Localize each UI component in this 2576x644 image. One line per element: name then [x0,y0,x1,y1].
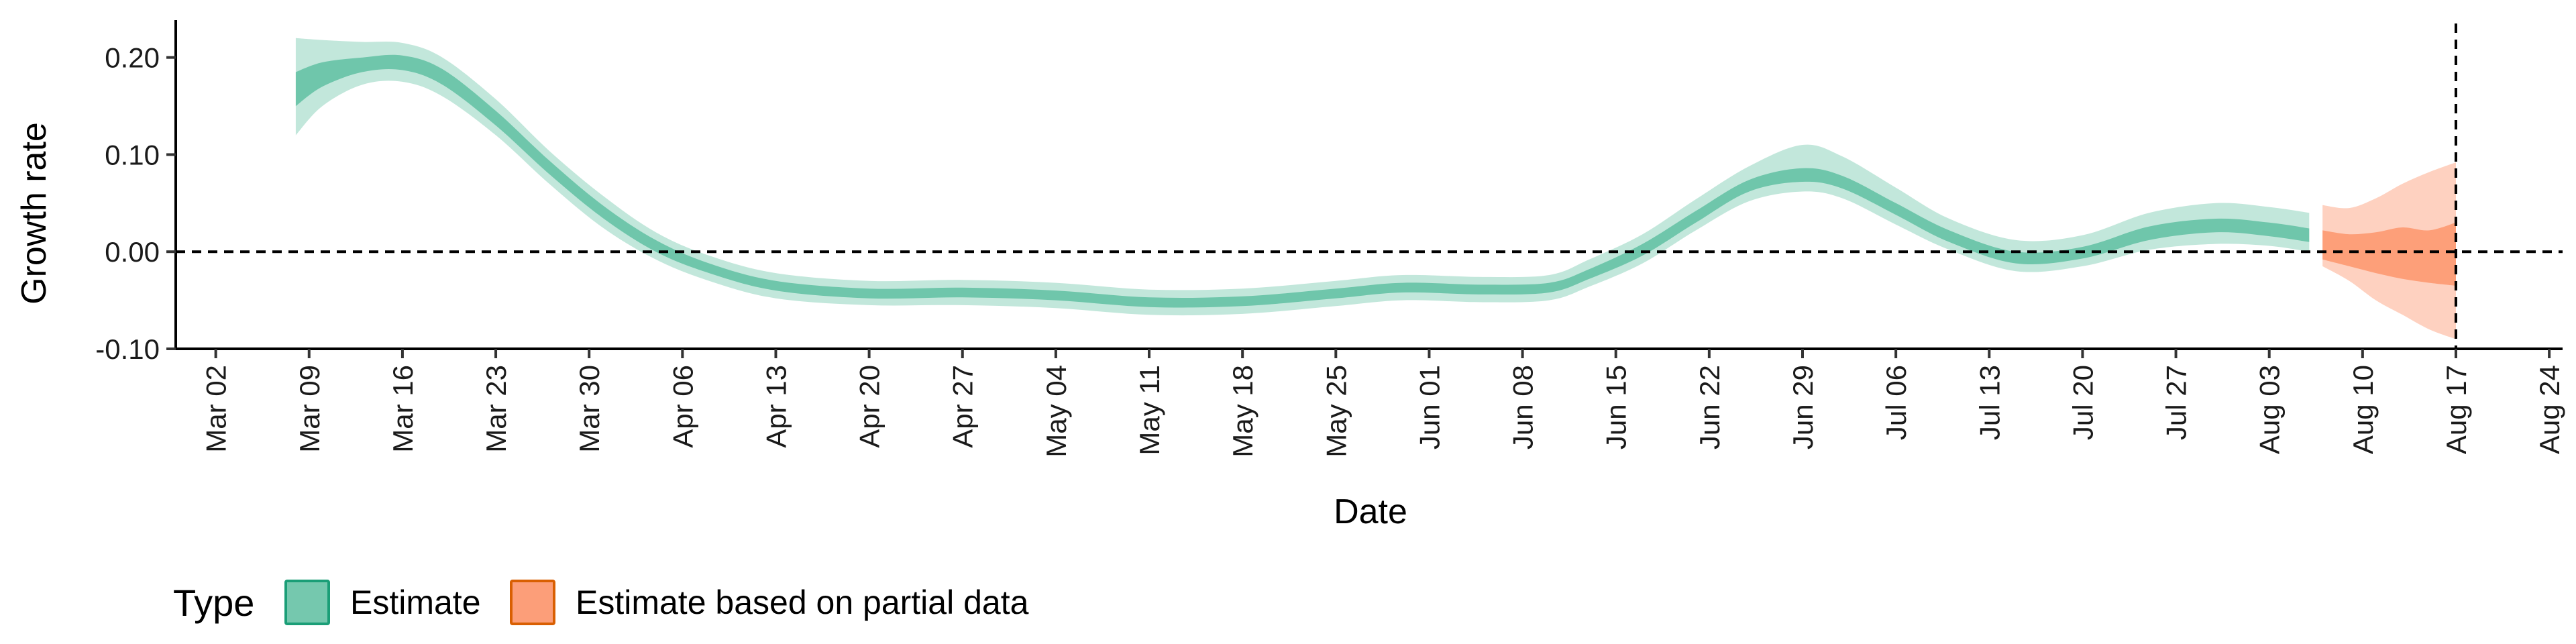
x-tick-label: Jun 29 [1787,365,1819,449]
x-tick-label: Aug 24 [2534,365,2565,454]
legend-swatch-estimate [284,580,330,625]
reference-lines [176,23,2563,349]
x-tick-label: May 04 [1040,365,1072,458]
x-tick-label: Mar 30 [574,365,605,453]
y-tick-label: -0.10 [95,333,160,365]
x-tick-label: Aug 17 [2440,365,2472,454]
x-tick-label: Mar 16 [387,365,419,453]
x-tick-label: Aug 03 [2254,365,2286,454]
x-axis-title: Date [1334,492,1407,531]
uncertainty-bands [295,38,2456,339]
y-axis-title: Growth rate [15,122,54,305]
band-50-partial-data [2322,222,2456,286]
x-tick-label: Mar 02 [201,365,232,453]
x-tick-label: May 18 [1227,365,1258,458]
x-tick-label: Jun 15 [1601,365,1632,449]
x-tick-label: Jul 13 [1974,365,2005,440]
legend-label-partial-data: Estimate based on partial data [576,584,1029,621]
y-tick-label: 0.20 [105,42,160,74]
x-tick-label: Jun 22 [1694,365,1725,449]
y-tick-label: 0.10 [105,139,160,170]
x-tick-label: Mar 23 [480,365,512,453]
x-tick-label: Jun 08 [1507,365,1539,449]
band-90-estimate [295,38,2310,316]
x-tick-label: Apr 27 [947,365,979,448]
x-tick-label: Jul 20 [2067,365,2098,440]
legend: Type Estimate Estimate based on partial … [173,580,1029,625]
x-tick-label: Aug 10 [2347,365,2379,454]
x-tick-label: May 11 [1134,365,1165,455]
x-tick-label: Apr 06 [667,365,698,448]
x-tick-label: Apr 20 [854,365,885,448]
legend-swatch-partial-data [510,580,555,625]
legend-label-estimate: Estimate [350,584,481,621]
axes: -0.10 0.00 0.10 0.20 Mar 02 Mar 09 Mar 16 Mar 2… [95,20,2565,458]
y-tick-label: 0.00 [105,236,160,268]
legend-title: Type [173,582,254,624]
x-tick-label: May 25 [1320,365,1352,458]
x-tick-label: Jul 06 [1880,365,1912,440]
x-tick-label: Mar 09 [294,365,325,453]
x-tick-label: Jun 01 [1413,365,1445,449]
x-tick-label: Jul 27 [2161,365,2192,440]
x-tick-label: Apr 13 [761,365,792,448]
